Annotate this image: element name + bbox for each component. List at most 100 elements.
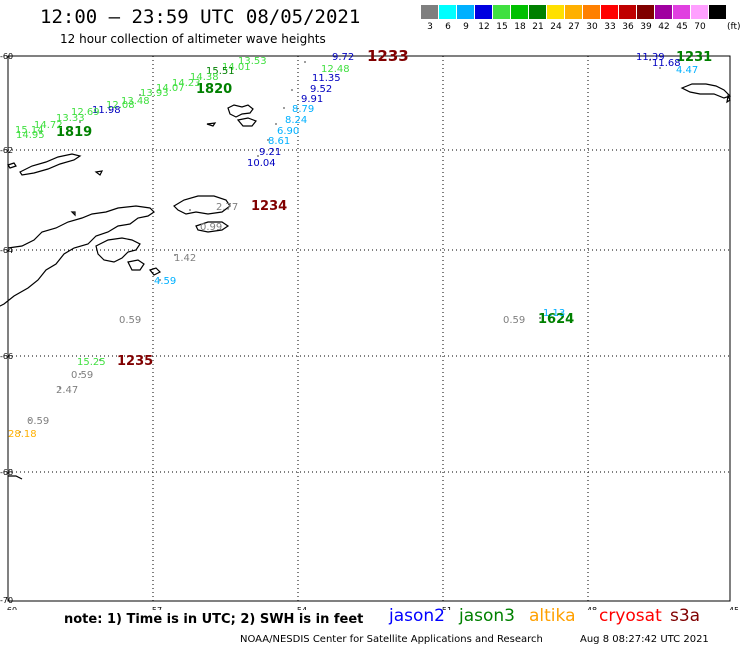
track-id-label: 1624 [538,312,574,327]
scale-swatch [583,5,600,19]
track-point [539,317,541,319]
island-outline [173,195,231,215]
scale-label: 9 [463,22,469,32]
island-outline [94,170,104,176]
footer-timestamp: Aug 8 08:27:42 UTC 2021 [580,634,709,645]
track-point [275,123,277,125]
wave-height-value: 15.25 [77,357,106,368]
longitude-label: -51 [439,606,452,610]
island-outline [206,122,217,127]
track-point [283,107,285,109]
map-subtitle: 12 hour collection of altimeter wave hei… [60,32,326,46]
wave-height-value: 9.72 [332,52,354,63]
wave-height-value: 2.77 [216,202,238,213]
wave-height-value: 2.47 [56,385,78,396]
scale-swatch [421,5,438,19]
track-point [159,279,161,281]
wave-height-value: 11.39 [636,52,665,63]
satellite-legend-s3a: s3a [670,606,701,626]
scale-swatch [529,5,546,19]
wave-height-value: 11.68 [652,58,681,69]
satellite-legend-jason3: jason3 [459,606,515,626]
track-point [649,59,651,61]
scale-label: 30 [586,22,598,32]
wave-height-value: 12.69 [71,107,100,118]
scale-label: 6 [445,22,451,32]
wave-height-value: 10.04 [247,158,276,169]
scale-label: 15 [496,22,508,32]
wave-height-value: 12.48 [321,64,350,75]
wave-height-value: 6.90 [277,126,299,137]
map-frame [7,55,731,602]
scale-unit: (ft) [727,22,740,32]
track-point [291,89,293,91]
track-point [139,94,141,96]
island-outline [19,153,82,176]
wave-height-value: 8.61 [268,136,290,147]
scale-swatch [565,5,582,19]
wave-height-value: 11.35 [312,73,341,84]
wave-height-value: 0.59 [27,416,49,427]
wave-height-value: 14.23 [172,78,201,89]
latitude-label: -66 [0,352,13,361]
scale-swatch [493,5,510,19]
wave-height-value: 4.47 [676,65,698,76]
scale-label: 27 [568,22,580,32]
wave-height-value: 8.24 [285,115,307,126]
wave-height-value: 13.93 [140,88,169,99]
longitude-label: -45 [726,606,739,610]
island-outline [7,162,17,169]
track-point [29,419,31,421]
track-point [19,431,21,433]
track-id-label: 1235 [117,354,153,369]
wave-height-value: 0.59 [71,370,93,381]
wave-height-value: 1.13 [543,308,565,319]
satellite-legend-cryosat: cryosat [599,606,662,626]
scale-swatch [691,5,708,19]
longitude-label: -57 [149,606,162,610]
wave-height-map: -60 -57 -54 -51 -48 -45 -60 -62 -64 -66 -68 -70 123… [0,47,739,610]
scale-swatch [511,5,528,19]
wave-height-value: 1.42 [174,253,196,264]
scale-label: 39 [640,22,652,32]
wave-height-value: 14.95 [16,130,45,141]
island-outline [236,117,257,127]
scale-swatch [439,5,456,19]
track-point [79,373,81,375]
coast-fragment [8,475,23,480]
scale-swatch [457,5,474,19]
scale-swatch [547,5,564,19]
track-id-label: 1820 [196,82,232,97]
track-id-label: 1819 [56,125,92,140]
peninsula-outline [0,205,155,307]
track-point [79,121,81,123]
scale-swatch [619,5,636,19]
wave-height-value: 14.38 [190,72,219,83]
latitude-label: -60 [0,52,13,61]
island-outline [148,267,162,276]
scale-swatch [673,5,690,19]
scale-label: 3 [427,22,433,32]
island-outline [195,221,230,233]
wave-height-value: 9.52 [310,84,332,95]
track-point [257,155,259,157]
wave-height-value: 14.07 [156,83,185,94]
scale-label: 42 [658,22,670,32]
wave-height-value: 11.98 [92,105,121,116]
latitude-label: -70 [0,596,13,605]
footer-credit: NOAA/NESDIS Center for Satellite Applica… [240,634,543,645]
scale-label: 21 [532,22,544,32]
wave-height-value: 13.48 [121,96,150,107]
wave-height-value: 0.59 [503,315,525,326]
scale-label: 33 [604,22,616,32]
wave-height-value: 15.51 [206,66,235,77]
track-point [189,209,191,211]
scale-label: 45 [676,22,688,32]
wave-height-value: 0.99 [200,222,222,233]
track-point [659,67,661,69]
island-outline [726,94,731,104]
wave-height-value: 15.14 [15,125,44,136]
legend-note: note: 1) Time is in UTC; 2) SWH is in fe… [64,612,364,627]
island-outline [227,104,254,118]
track-point [109,109,111,111]
